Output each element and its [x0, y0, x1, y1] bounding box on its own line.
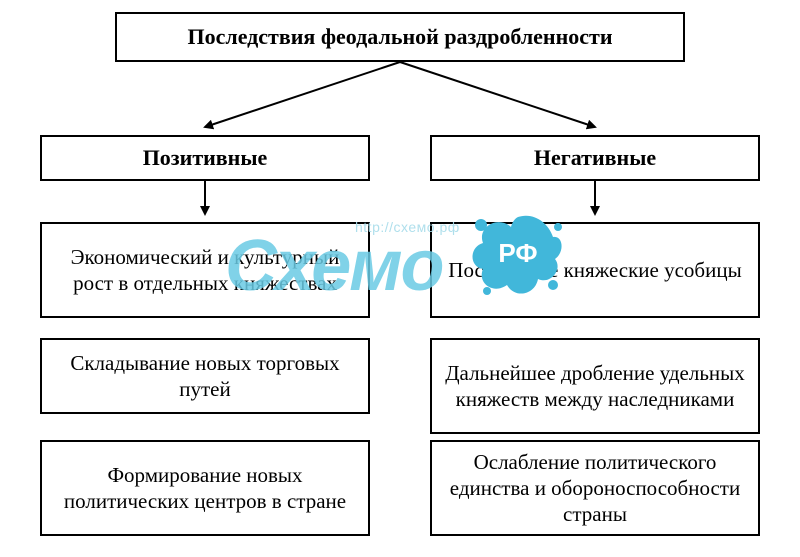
positive-item-2: Складывание новых торговых путей: [40, 338, 370, 414]
positive-header-text: Позитивные: [143, 144, 268, 172]
root-title-box: Последствия феодальной раздробленности: [115, 12, 685, 62]
negative-item-3: Ослабление политического единства и обор…: [430, 440, 760, 536]
negative-item-3-text: Ослабление политического единства и обор…: [440, 449, 750, 528]
negative-header-box: Негативные: [430, 135, 760, 181]
positive-item-3-text: Формирование новых политических центров …: [50, 462, 360, 515]
positive-item-1: Экономический и культурный рост в отдель…: [40, 222, 370, 318]
negative-item-1: Постоянные княжеские усобицы: [430, 222, 760, 318]
positive-item-2-text: Складывание новых торговых путей: [50, 350, 360, 403]
negative-item-2: Дальнейшее дробление удельных княжеств м…: [430, 338, 760, 434]
positive-item-1-text: Экономический и культурный рост в отдель…: [50, 244, 360, 297]
positive-item-3: Формирование новых политических центров …: [40, 440, 370, 536]
negative-item-1-text: Постоянные княжеские усобицы: [448, 257, 741, 283]
negative-header-text: Негативные: [534, 144, 656, 172]
negative-item-2-text: Дальнейшее дробление удельных княжеств м…: [440, 360, 750, 413]
positive-header-box: Позитивные: [40, 135, 370, 181]
diagram-canvas: Последствия феодальной раздробленности П…: [0, 0, 800, 557]
root-title-text: Последствия феодальной раздробленности: [187, 23, 612, 51]
